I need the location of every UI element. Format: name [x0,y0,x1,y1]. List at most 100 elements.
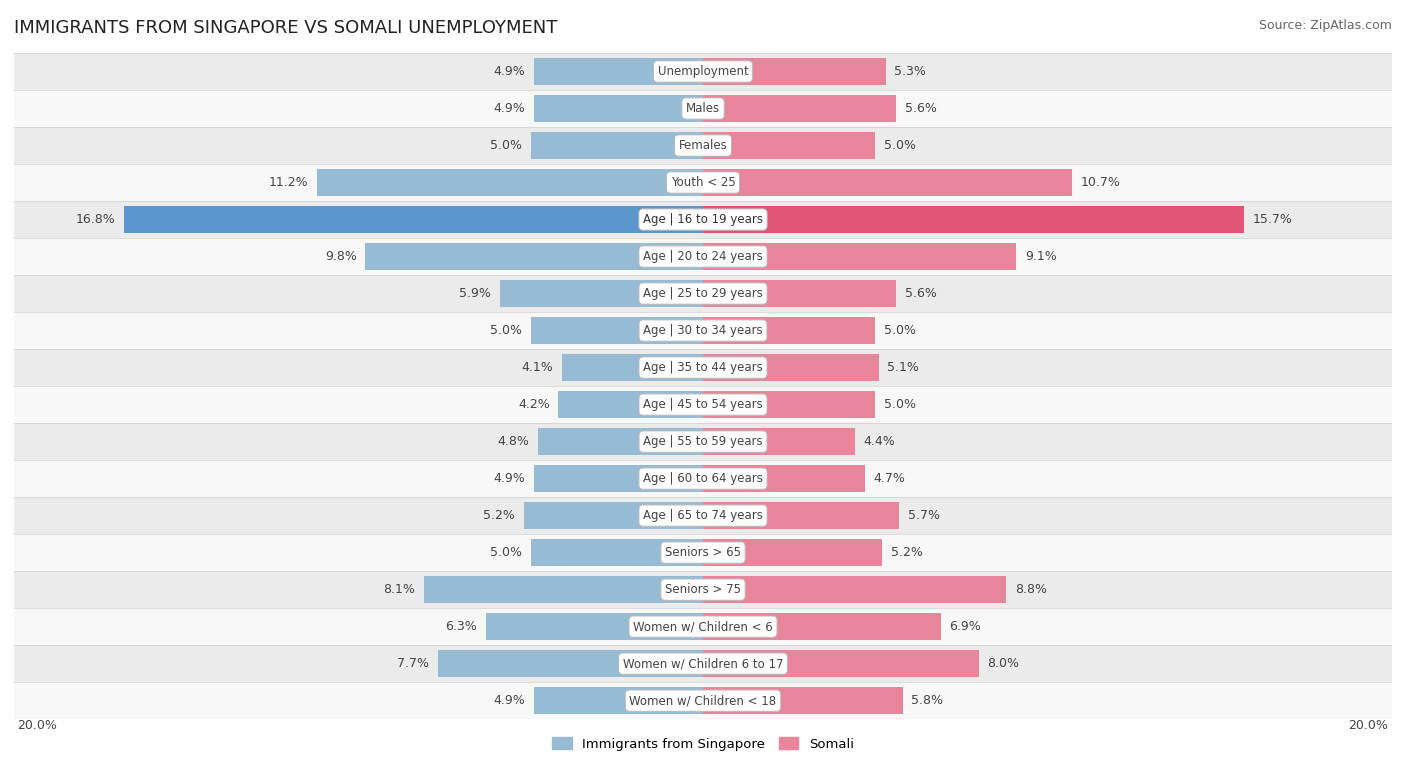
Text: 4.9%: 4.9% [494,65,526,78]
Text: 5.0%: 5.0% [491,324,522,337]
Bar [14,682,1392,719]
Bar [531,317,703,344]
Bar [703,58,886,85]
Text: 5.0%: 5.0% [491,546,522,559]
Bar [524,503,703,529]
Text: Age | 35 to 44 years: Age | 35 to 44 years [643,361,763,374]
Text: Seniors > 75: Seniors > 75 [665,583,741,596]
Bar [14,201,1392,238]
Bar [366,243,703,269]
Text: 8.1%: 8.1% [384,583,415,596]
Text: 6.3%: 6.3% [446,620,478,633]
Text: 5.0%: 5.0% [884,324,915,337]
Bar [318,170,703,196]
Bar [499,280,703,307]
Bar [537,428,703,455]
Bar [534,95,703,122]
Text: 5.9%: 5.9% [460,287,491,300]
Bar [703,391,875,418]
Bar [486,613,703,640]
Text: 5.0%: 5.0% [884,398,915,411]
Bar [703,687,903,714]
Text: 10.7%: 10.7% [1080,176,1121,189]
Bar [437,650,703,677]
Text: Women w/ Children < 18: Women w/ Children < 18 [630,694,776,707]
Bar [703,354,879,381]
Text: 9.8%: 9.8% [325,250,357,263]
Bar [562,354,703,381]
Bar [703,539,882,566]
Text: 4.1%: 4.1% [522,361,553,374]
Text: 4.9%: 4.9% [494,472,526,485]
Bar [703,428,855,455]
Text: Females: Females [679,139,727,152]
Bar [14,275,1392,312]
Bar [14,53,1392,90]
Bar [703,280,896,307]
Bar [703,503,900,529]
Bar [703,132,875,159]
Bar [14,164,1392,201]
Bar [703,95,896,122]
Bar [14,349,1392,386]
Bar [14,460,1392,497]
Text: 15.7%: 15.7% [1253,213,1292,226]
Bar [14,238,1392,275]
Text: Age | 45 to 54 years: Age | 45 to 54 years [643,398,763,411]
Text: Age | 65 to 74 years: Age | 65 to 74 years [643,509,763,522]
Bar [703,317,875,344]
Bar [534,58,703,85]
Text: Seniors > 65: Seniors > 65 [665,546,741,559]
Text: 4.8%: 4.8% [498,435,529,448]
Text: 8.8%: 8.8% [1015,583,1046,596]
Text: Age | 55 to 59 years: Age | 55 to 59 years [643,435,763,448]
Text: 5.0%: 5.0% [491,139,522,152]
Text: 4.2%: 4.2% [517,398,550,411]
Text: Women w/ Children < 6: Women w/ Children < 6 [633,620,773,633]
Text: 4.9%: 4.9% [494,694,526,707]
Bar [14,423,1392,460]
Text: 4.9%: 4.9% [494,102,526,115]
Bar [14,608,1392,645]
Legend: Immigrants from Singapore, Somali: Immigrants from Singapore, Somali [547,732,859,755]
Bar [531,539,703,566]
Text: 5.7%: 5.7% [908,509,941,522]
Bar [703,206,1244,233]
Text: 5.6%: 5.6% [904,287,936,300]
Text: 4.4%: 4.4% [863,435,896,448]
Bar [124,206,703,233]
Text: 5.8%: 5.8% [911,694,943,707]
Text: Males: Males [686,102,720,115]
Bar [14,127,1392,164]
Text: 11.2%: 11.2% [269,176,308,189]
Bar [14,534,1392,571]
Text: 20.0%: 20.0% [1348,719,1389,732]
Bar [703,170,1071,196]
Bar [14,386,1392,423]
Text: Source: ZipAtlas.com: Source: ZipAtlas.com [1258,19,1392,32]
Text: 5.2%: 5.2% [484,509,515,522]
Text: 5.6%: 5.6% [904,102,936,115]
Bar [703,243,1017,269]
Bar [558,391,703,418]
Bar [14,571,1392,608]
Text: IMMIGRANTS FROM SINGAPORE VS SOMALI UNEMPLOYMENT: IMMIGRANTS FROM SINGAPORE VS SOMALI UNEM… [14,19,557,37]
Text: Unemployment: Unemployment [658,65,748,78]
Bar [531,132,703,159]
Text: Age | 30 to 34 years: Age | 30 to 34 years [643,324,763,337]
Bar [14,312,1392,349]
Text: Age | 16 to 19 years: Age | 16 to 19 years [643,213,763,226]
Bar [14,497,1392,534]
Text: 5.3%: 5.3% [894,65,927,78]
Text: Age | 60 to 64 years: Age | 60 to 64 years [643,472,763,485]
Text: 5.0%: 5.0% [884,139,915,152]
Bar [425,576,703,603]
Text: 8.0%: 8.0% [987,657,1019,670]
Text: Youth < 25: Youth < 25 [671,176,735,189]
Text: 7.7%: 7.7% [396,657,429,670]
Text: Age | 20 to 24 years: Age | 20 to 24 years [643,250,763,263]
Text: 4.7%: 4.7% [873,472,905,485]
Text: 16.8%: 16.8% [76,213,115,226]
Text: Women w/ Children 6 to 17: Women w/ Children 6 to 17 [623,657,783,670]
Text: 5.1%: 5.1% [887,361,920,374]
